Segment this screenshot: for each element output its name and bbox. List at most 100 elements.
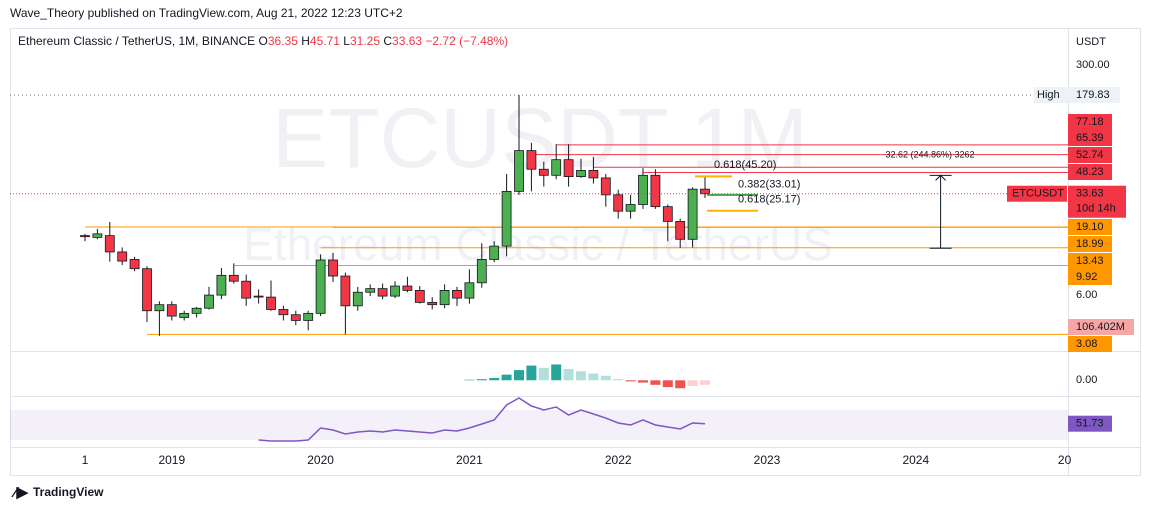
level-label-bg [1068, 236, 1112, 252]
candle-body [241, 280, 252, 299]
candle-body [427, 302, 438, 306]
level-label: 65.39 [1076, 132, 1104, 144]
macd-bar [501, 374, 512, 381]
publisher: Wave_Theory published on TradingView.com… [10, 6, 403, 20]
macd-bar [538, 367, 549, 381]
candle-body [414, 290, 425, 303]
volume-label-bg [1068, 319, 1134, 335]
rsi-band [10, 410, 1068, 440]
x-tick-label: 2023 [754, 453, 781, 467]
candle-body [551, 159, 562, 176]
legend-header: Ethereum Classic / TetherUS, 1M, BINANCE… [18, 34, 508, 48]
x-tick-label: 2020 [307, 453, 334, 467]
rsi-label-bg [1068, 415, 1112, 432]
macd-bar [650, 380, 661, 385]
rsi-line [258, 397, 706, 442]
candle-body [166, 304, 177, 317]
legend-text: L [343, 34, 350, 48]
measure-label: 32.62 (244.86%) 3262 [885, 149, 974, 159]
candle-body [638, 174, 648, 205]
candle-body [117, 251, 128, 262]
level-label-bg [1068, 269, 1112, 285]
candle-body [328, 259, 338, 277]
candle-body [204, 294, 214, 309]
level-label: 13.43 [1076, 255, 1104, 267]
candle-body [365, 288, 376, 293]
x-tick-label: 2019 [158, 453, 185, 467]
level-label-bg [1068, 114, 1112, 130]
candle-body [216, 274, 227, 296]
frame [10, 28, 1141, 476]
macd-bar [514, 370, 524, 381]
level-label: 48.23 [1076, 166, 1104, 178]
macd-tick-label: 0.00 [1076, 374, 1097, 386]
candle-body [625, 204, 636, 212]
candle-body [650, 174, 661, 208]
macd-bar [526, 365, 537, 381]
candle-body [452, 290, 462, 299]
candle-body [675, 221, 686, 240]
level-label-bg [1068, 130, 1112, 146]
x-tick-label: 2024 [902, 453, 929, 467]
candle-body [142, 268, 152, 312]
legend-text: O [259, 34, 268, 48]
last-price: 33.63 [1076, 188, 1104, 200]
legend-text: 33.63 [392, 34, 422, 48]
candle-body [179, 312, 190, 318]
legend-text: Ethereum Classic / TetherUS, 1M, BINANCE [18, 34, 255, 48]
level-label: 52.74 [1076, 149, 1104, 161]
level-label: 77.18 [1076, 116, 1104, 128]
macd-bar [464, 379, 475, 381]
candle-body [340, 275, 351, 307]
macd-bar [600, 375, 611, 381]
level-label: 19.10 [1076, 221, 1104, 233]
macd-bar [662, 380, 673, 388]
candle-body [402, 285, 413, 291]
candle-body [576, 170, 586, 177]
volume-label: 106.402M [1076, 321, 1125, 333]
candle-body [588, 170, 599, 179]
level-label-bg [1068, 219, 1112, 235]
legend-text: 45.71 [310, 34, 340, 48]
candle-body [662, 206, 673, 222]
high-tag: High [1037, 89, 1060, 101]
legend-text: 31.25 [350, 34, 380, 48]
fib-label: 0.382(33.01) [738, 179, 800, 191]
high-label-bg [1068, 87, 1120, 104]
level-label: 3.08 [1076, 338, 1097, 350]
candle-body [303, 312, 314, 321]
macd-bar [700, 380, 710, 385]
candle-body [129, 259, 140, 270]
level-label-bg [1068, 336, 1112, 352]
macd-bar [576, 371, 586, 381]
candle-body [613, 194, 624, 212]
macd-bar [551, 364, 562, 381]
x-tick-label: 20 [1058, 453, 1072, 467]
candle-body [501, 190, 512, 247]
level-label: 9.92 [1076, 271, 1097, 283]
candle-body [228, 274, 239, 282]
fib-label: 0.618(45.20) [714, 159, 776, 171]
candle-body [563, 159, 574, 177]
macd-bar [613, 379, 624, 381]
logo-mark: ⁄▶ [11, 484, 30, 501]
countdown: 10d 14h [1076, 203, 1116, 215]
macd-bar [476, 379, 487, 381]
candle-body [687, 188, 698, 240]
candle-body [352, 291, 363, 307]
legend-text: C [383, 34, 392, 48]
candle-body [489, 245, 500, 260]
legend-text: −2.72 (−7.48%) [425, 34, 508, 48]
candle-body [92, 233, 103, 238]
candle-body [315, 259, 326, 314]
macd-bar [687, 380, 698, 386]
footer: TradingView [33, 485, 104, 499]
macd-bar [563, 368, 574, 381]
candle-body [154, 304, 165, 312]
candle-body [538, 168, 549, 176]
candle-body [104, 235, 115, 253]
candle-body [266, 296, 276, 310]
x-tick-label: 2022 [605, 453, 632, 467]
